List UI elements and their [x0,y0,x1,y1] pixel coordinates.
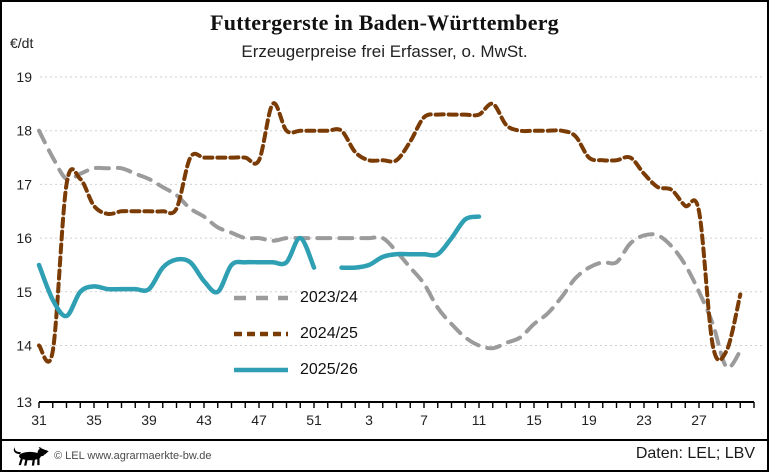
legend-item: 2025/26 [232,352,358,388]
page-title: Futtergerste in Baden-Württemberg [210,10,559,35]
x-tick-label: 3 [365,412,373,428]
y-tick-label: 18 [16,123,32,139]
x-tick-label: 7 [420,412,428,428]
x-tick-label: 31 [31,412,47,428]
x-tick-label: 43 [196,412,212,428]
x-tick-label: 47 [251,412,267,428]
x-tick-label: 35 [86,412,102,428]
line-plot: 13 14 15 16 17 18 19 31 35 39 43 47 51 3 7 11 15 19 23 27 [16,69,764,428]
legend-label: 2023/24 [300,289,358,306]
x-tick-label: 11 [472,412,487,428]
y-axis-unit-label: €/dt [10,35,34,51]
x-tick-label: 51 [306,412,322,428]
y-tick-label: 14 [16,338,32,354]
series-line-2023-24 [37,128,743,370]
legend-label: 2024/25 [300,325,358,342]
series-line-2025-26 [36,214,482,319]
x-tick-label: 27 [691,412,707,428]
x-tick-label: 19 [581,412,597,428]
legend: 2023/24 2024/25 2025/26 [232,280,358,388]
legend-line-sample-2023-24 [234,295,288,301]
legend-item: 2023/24 [232,280,358,316]
y-tick-label: 16 [16,230,32,246]
legend-line-sample-2025-26 [234,367,288,373]
bw-lion-logo-icon [13,446,49,466]
footer-divider [2,439,767,441]
chart-subtitle: Erzeugerpreise frei Erfasser, o. MwSt. [241,42,528,61]
legend-line-sample-2024-25 [234,331,288,337]
legend-label: 2025/26 [300,361,358,378]
x-tick-label: 15 [526,412,542,428]
footer: © LEL www.agrarmaerkte-bw.de Daten: LEL;… [2,441,767,470]
legend-item: 2024/25 [232,316,358,352]
footer-copyright: © LEL www.agrarmaerkte-bw.de [54,450,212,462]
y-tick-label: 15 [16,284,32,300]
x-tick-label: 23 [636,412,652,428]
y-tick-label: 19 [16,69,32,85]
y-tick-label: 13 [16,394,32,410]
series-line-2024-25 [37,101,743,364]
data-source-label: Daten: LEL; LBV [635,445,755,462]
y-tick-label: 17 [16,176,32,192]
x-tick-label: 39 [141,412,157,428]
